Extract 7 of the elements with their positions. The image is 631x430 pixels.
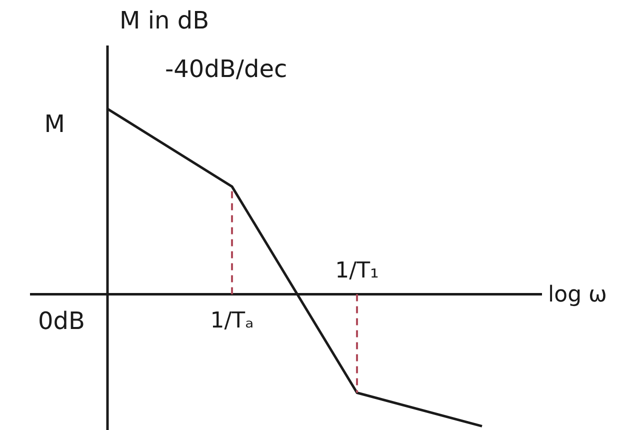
annotation: 0dB	[38, 307, 85, 335]
x-axis-title: log ω	[548, 282, 607, 308]
x-tick-label: 1/T₁	[335, 258, 379, 284]
text: -40dB/dec	[165, 55, 288, 83]
y-axis-title: M in dB	[120, 6, 210, 34]
x-tick-label: 1/Tₐ	[210, 308, 254, 334]
annotation: M	[44, 110, 65, 138]
